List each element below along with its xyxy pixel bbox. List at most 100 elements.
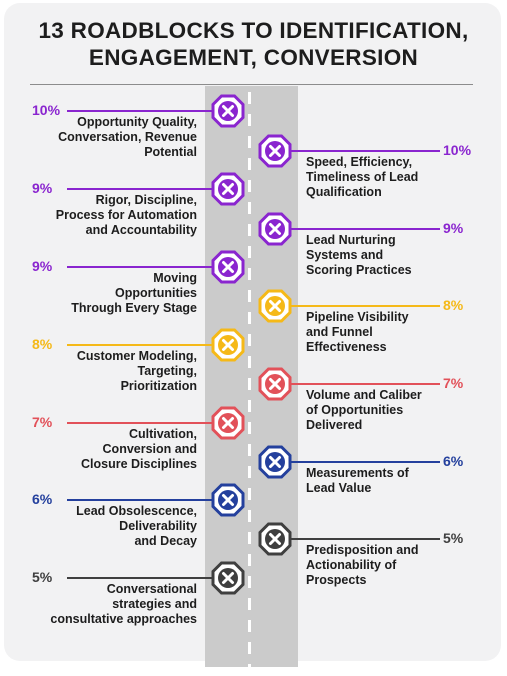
road-dash bbox=[248, 334, 251, 346]
connector-line bbox=[290, 538, 440, 540]
road-dash bbox=[248, 114, 251, 126]
title-line-1: 13 ROADBLOCKS TO IDENTIFICATION, bbox=[38, 18, 469, 43]
connector-line bbox=[67, 188, 213, 190]
roadblock-x-icon bbox=[211, 250, 245, 284]
roadblock-x-icon bbox=[211, 94, 245, 128]
connector-line bbox=[67, 266, 213, 268]
road-dash bbox=[248, 422, 251, 434]
roadblock-label-line: consultative approaches bbox=[50, 612, 197, 626]
roadblock-label-line: Closure Disciplines bbox=[80, 457, 197, 471]
road-dash bbox=[248, 400, 251, 412]
roadblock-label-line: and Decay bbox=[134, 534, 197, 548]
road-dash bbox=[248, 202, 251, 214]
roadblock-percent: 9% bbox=[32, 180, 53, 196]
roadblock-x-icon bbox=[211, 328, 245, 362]
roadblock-label-line: Lead Obsolescence, bbox=[76, 504, 197, 518]
roadblock-label-line: Timeliness of Lead bbox=[306, 170, 419, 184]
connector-line bbox=[290, 383, 440, 385]
roadblock-x-icon bbox=[258, 367, 292, 401]
road-dash bbox=[248, 378, 251, 390]
roadblock-label-line: Opportunities bbox=[115, 286, 197, 300]
roadblock-percent: 6% bbox=[32, 491, 53, 507]
roadblock-label-line: Process for Automation bbox=[55, 208, 197, 222]
roadblock-percent: 8% bbox=[443, 297, 464, 313]
road-dash bbox=[248, 312, 251, 324]
roadblock-percent: 9% bbox=[443, 220, 464, 236]
road-dash bbox=[248, 444, 251, 456]
connector-line bbox=[67, 577, 213, 579]
road-dash bbox=[248, 268, 251, 280]
roadblock-label-line: Delivered bbox=[306, 418, 363, 432]
roadblock-label-line: of Opportunities bbox=[306, 403, 404, 417]
title-divider bbox=[30, 84, 473, 85]
road-dash bbox=[248, 620, 251, 632]
connector-line bbox=[67, 422, 213, 424]
road-dash bbox=[248, 466, 251, 478]
roadblock-label-line: Conversion and bbox=[102, 442, 197, 456]
roadblock-label-line: Conversational bbox=[106, 582, 197, 596]
roadblock-label-line: Conversation, Revenue bbox=[58, 130, 197, 144]
roadblock-x-icon bbox=[258, 289, 292, 323]
roadblock-label: Lead Obsolescence, Deliverability and Deca… bbox=[76, 504, 197, 549]
roadblock-label-line: Opportunity Quality, bbox=[77, 115, 197, 129]
road-dash bbox=[248, 642, 251, 654]
road-dash bbox=[248, 136, 251, 148]
roadblock-label-line: Pipeline Visibility bbox=[306, 310, 409, 324]
roadblock-label: Rigor, Discipline, Process for Automation… bbox=[56, 193, 197, 238]
roadblock-label-line: Deliverability bbox=[119, 519, 197, 533]
roadblock-percent: 10% bbox=[443, 142, 472, 158]
roadblock-label-line: Through Every Stage bbox=[71, 301, 197, 315]
roadblock-label-line: Actionability of bbox=[306, 558, 397, 572]
road-dash bbox=[248, 598, 251, 610]
roadblock-label: Predisposition and Actionability of Prospe… bbox=[306, 543, 419, 588]
roadblock-label-line: Predisposition and bbox=[306, 543, 419, 557]
roadblock-label-line: strategies and bbox=[112, 597, 197, 611]
roadblock-label-line: Customer Modeling, bbox=[76, 349, 197, 363]
roadblock-percent: 5% bbox=[32, 569, 53, 585]
roadblock-label-line: Volume and Caliber bbox=[306, 388, 422, 402]
road-dash bbox=[248, 510, 251, 522]
road-dash bbox=[248, 664, 251, 676]
roadblock-x-icon bbox=[258, 522, 292, 556]
roadblock-label-line: Potential bbox=[144, 145, 197, 159]
roadblock-label-line: Speed, Efficiency, bbox=[306, 155, 413, 169]
road-dash bbox=[248, 224, 251, 236]
roadblock-label-line: Cultivation, bbox=[128, 427, 197, 441]
roadblock-label-line: and Accountability bbox=[85, 223, 197, 237]
roadblock-label-line: Systems and bbox=[306, 248, 384, 262]
roadblock-percent: 7% bbox=[443, 375, 464, 391]
road-dash bbox=[248, 246, 251, 258]
roadblock-percent: 7% bbox=[32, 414, 53, 430]
roadblock-label: Cultivation, Conversion and Closure Discip… bbox=[81, 427, 197, 472]
connector-line bbox=[67, 499, 213, 501]
roadblock-percent: 8% bbox=[32, 336, 53, 352]
road-dash bbox=[248, 180, 251, 192]
road-dash bbox=[248, 290, 251, 302]
roadblock-x-icon bbox=[211, 483, 245, 517]
roadblock-label: Speed, Efficiency, Timeliness of Lead Qual… bbox=[306, 155, 418, 200]
roadblock-label-line: Qualification bbox=[306, 185, 382, 199]
roadblock-label-line: Lead Value bbox=[306, 481, 372, 495]
road-dash bbox=[248, 158, 251, 170]
road-dash bbox=[248, 554, 251, 566]
roadblock-label-line: Prospects bbox=[306, 573, 367, 587]
connector-line bbox=[290, 305, 440, 307]
road-dash bbox=[248, 488, 251, 500]
road-dash bbox=[248, 92, 251, 104]
roadblock-x-icon bbox=[211, 172, 245, 206]
road-dash bbox=[248, 576, 251, 588]
title-line-2: ENGAGEMENT, CONVERSION bbox=[88, 45, 419, 70]
connector-line bbox=[290, 461, 440, 463]
roadblock-label: Conversational strategies and consultative… bbox=[50, 582, 197, 627]
roadblock-x-icon bbox=[258, 445, 292, 479]
roadblock-label-line: Lead Nurturing bbox=[306, 233, 396, 247]
roadblock-percent: 10% bbox=[32, 102, 61, 118]
roadblock-label: Lead Nurturing Systems and Scoring Practic… bbox=[306, 233, 412, 278]
roadblock-label: Pipeline Visibility and Funnel Effectivene… bbox=[306, 310, 409, 355]
roadblock-x-icon bbox=[258, 134, 292, 168]
road-dash bbox=[248, 532, 251, 544]
roadblock-label: Measurements of Lead Value bbox=[306, 466, 409, 496]
roadblock-label: Volume and Caliber of Opportunities Delive… bbox=[306, 388, 422, 433]
roadblock-label: Opportunity Quality, Conversation, Revenu… bbox=[58, 115, 197, 160]
roadblock-label-line: Targeting, bbox=[137, 364, 198, 378]
